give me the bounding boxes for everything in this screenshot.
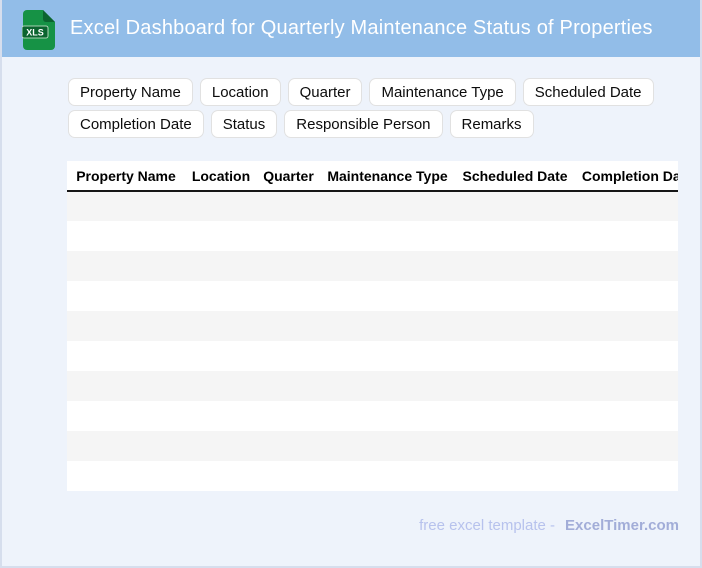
xls-file-icon: XLS [22, 9, 55, 50]
chip-responsible-person[interactable]: Responsible Person [284, 110, 443, 138]
table-row [67, 401, 678, 431]
column-header-quarter: Quarter [257, 161, 320, 192]
chip-status[interactable]: Status [210, 110, 278, 138]
chip-scheduled-date[interactable]: Scheduled Date [522, 78, 654, 106]
chip-location[interactable]: Location [199, 78, 281, 106]
brand-link[interactable]: ExcelTimer.com [565, 517, 679, 534]
table-row [67, 311, 678, 341]
column-header-completion-date: Completion Date [575, 161, 678, 192]
svg-text:XLS: XLS [26, 27, 44, 37]
chip-quarter[interactable]: Quarter [287, 78, 363, 106]
field-chips: Property Name Location Quarter Maintenan… [68, 78, 668, 138]
chip-property-name[interactable]: Property Name [68, 78, 193, 106]
column-header-property-name: Property Name [67, 161, 185, 192]
data-table-viewport: Property Name Location Quarter Maintenan… [67, 161, 678, 491]
table-header-row: Property Name Location Quarter Maintenan… [67, 161, 678, 192]
chip-remarks[interactable]: Remarks [449, 110, 534, 138]
table-row [67, 431, 678, 461]
table-body [67, 191, 678, 491]
header-bar: XLS Excel Dashboard for Quarterly Mainte… [2, 0, 700, 57]
column-header-location: Location [185, 161, 257, 192]
table-row [67, 341, 678, 371]
chip-completion-date[interactable]: Completion Date [68, 110, 204, 138]
data-table: Property Name Location Quarter Maintenan… [67, 161, 678, 491]
table-row [67, 251, 678, 281]
column-header-scheduled-date: Scheduled Date [455, 161, 575, 192]
column-header-maintenance-type: Maintenance Type [320, 161, 455, 192]
table-row [67, 221, 678, 251]
footer-caption: free excel template - [419, 517, 556, 534]
table-row [67, 281, 678, 311]
page-title: Excel Dashboard for Quarterly Maintenanc… [70, 17, 653, 39]
table-row [67, 371, 678, 401]
table-row [67, 461, 678, 491]
footer: free excel template - ExcelTimer.com [2, 517, 700, 534]
chip-maintenance-type[interactable]: Maintenance Type [369, 78, 516, 106]
table-row [67, 191, 678, 221]
